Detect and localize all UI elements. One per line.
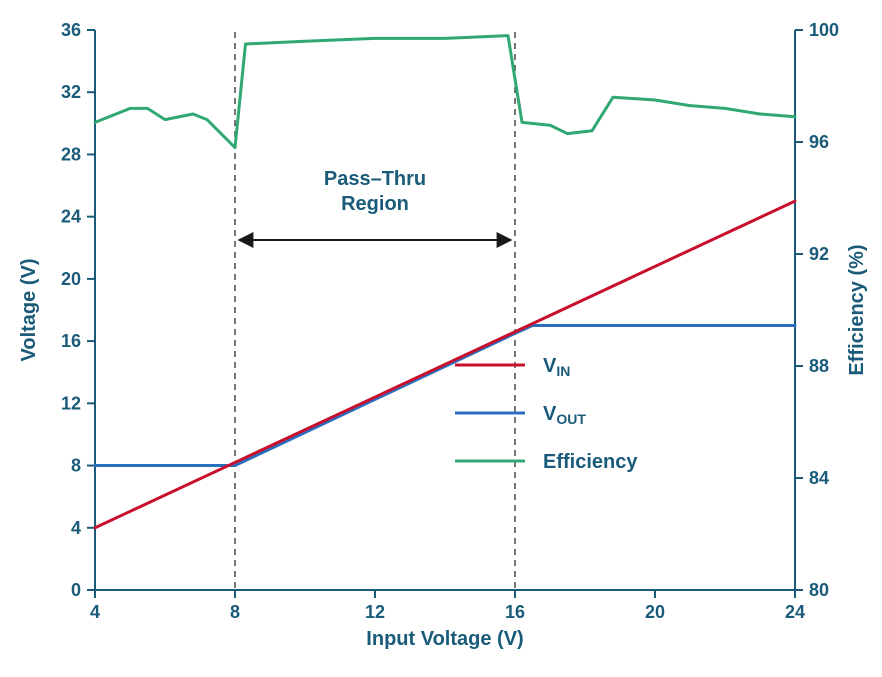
y-left-tick-label: 16 [61,331,81,351]
y-left-tick-label: 0 [71,580,81,600]
y-left-tick-label: 12 [61,393,81,413]
y-right-tick-label: 80 [809,580,829,600]
y-right-tick-label: 88 [809,356,829,376]
x-axis-title: Input Voltage (V) [366,628,523,650]
region-label-line2: Region [341,193,409,215]
voltage-efficiency-chart: 4812162024Input Voltage (V)0481216202428… [0,0,882,677]
x-tick-label: 24 [785,602,805,622]
legend-label-efficiency: Efficiency [543,451,638,473]
y-right-tick-label: 84 [809,468,829,488]
x-tick-label: 16 [505,602,525,622]
y-left-tick-label: 24 [61,207,81,227]
region-label-line1: Pass–Thru [324,168,426,190]
y-left-tick-label: 8 [71,456,81,476]
y-right-axis-title: Efficiency (%) [846,244,868,375]
x-tick-label: 20 [645,602,665,622]
y-left-tick-label: 20 [61,269,81,289]
y-right-tick-label: 92 [809,244,829,264]
chart-container: 4812162024Input Voltage (V)0481216202428… [0,0,882,677]
x-tick-label: 8 [230,602,240,622]
y-left-tick-label: 32 [61,82,81,102]
y-right-tick-label: 100 [809,20,839,40]
x-tick-label: 4 [90,602,100,622]
chart-background [0,0,882,677]
x-tick-label: 12 [365,602,385,622]
y-left-tick-label: 28 [61,144,81,164]
y-left-tick-label: 4 [71,518,81,538]
y-left-tick-label: 36 [61,20,81,40]
y-left-axis-title: Voltage (V) [18,259,40,362]
y-right-tick-label: 96 [809,132,829,152]
